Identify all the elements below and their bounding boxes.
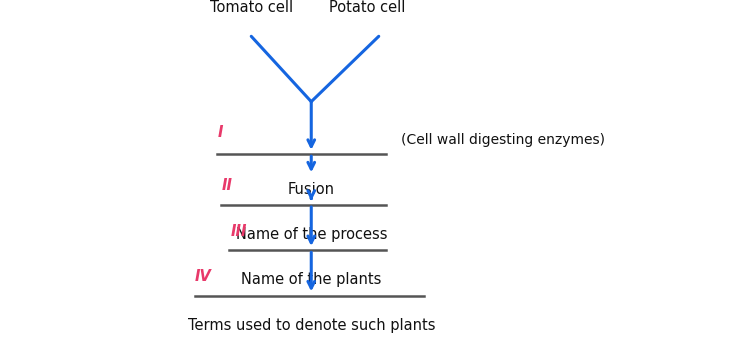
Text: IV: IV [195, 269, 211, 284]
Text: I: I [217, 125, 223, 140]
Text: Fusion: Fusion [288, 182, 334, 196]
Text: (Cell wall digesting enzymes): (Cell wall digesting enzymes) [401, 133, 605, 147]
Text: II: II [221, 178, 232, 193]
Text: Potato cell: Potato cell [329, 0, 406, 15]
Text: Terms used to denote such plants: Terms used to denote such plants [188, 318, 435, 333]
Text: III: III [231, 224, 248, 239]
Text: Name of the plants: Name of the plants [241, 272, 382, 286]
Text: Name of the process: Name of the process [236, 227, 387, 242]
Text: Tomato cell: Tomato cell [210, 0, 292, 15]
